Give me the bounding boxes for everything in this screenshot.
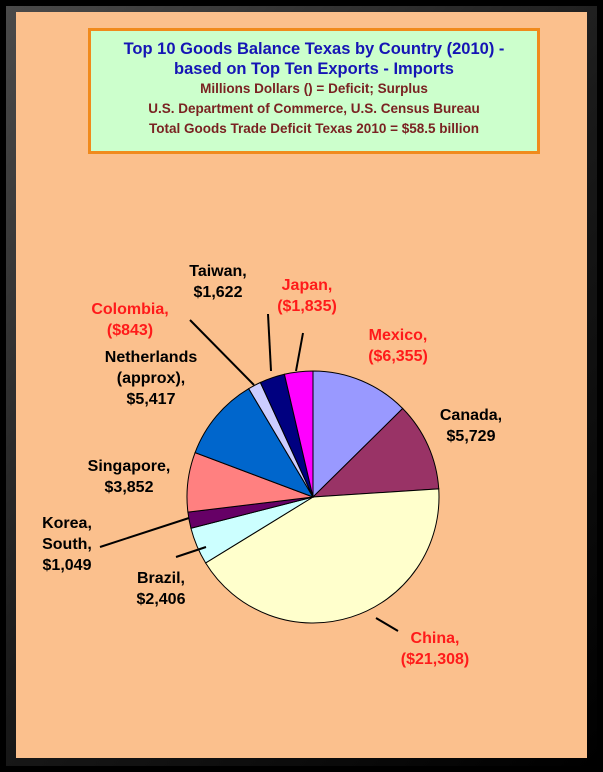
subtitle-source: U.S. Department of Commerce, U.S. Census… xyxy=(148,101,480,116)
pie-slice-japan xyxy=(283,370,314,498)
slice-label-canada: Canada, $5,729 xyxy=(440,407,502,445)
subtitle-total: Total Goods Trade Deficit Texas 2010 = $… xyxy=(149,121,479,136)
slice-label-netherlands: Netherlands (approx), $5,417 xyxy=(105,349,198,408)
leader-line-korea-south xyxy=(99,517,190,548)
leader-line-china xyxy=(375,617,399,632)
pie-slice-china xyxy=(204,488,440,624)
leader-line-colombia xyxy=(189,319,255,386)
chart-title-line-1: Top 10 Goods Balance Texas by Country (2… xyxy=(123,40,505,58)
slice-label-brazil: Brazil, $2,406 xyxy=(137,570,186,608)
subtitle-units: Millions Dollars () = Deficit; Surplus xyxy=(200,81,428,96)
pie-slice-canada xyxy=(311,407,440,498)
title-box: Top 10 Goods Balance Texas by Country (2… xyxy=(88,28,540,154)
leader-line-brazil xyxy=(175,546,207,558)
slice-label-colombia: Colombia, ($843) xyxy=(91,301,168,339)
slice-label-japan: Japan, ($1,835) xyxy=(277,277,337,315)
slice-label-korea-south: Korea, South, $1,049 xyxy=(42,515,92,574)
slice-label-taiwan: Taiwan, $1,622 xyxy=(189,263,247,301)
slice-label-mexico: Mexico, ($6,355) xyxy=(368,327,428,365)
leader-line-taiwan xyxy=(267,313,272,372)
leader-line-japan xyxy=(295,332,304,372)
slice-label-singapore: Singapore, $3,852 xyxy=(88,458,171,496)
slice-label-china: China, ($21,308) xyxy=(401,630,470,668)
pie-slice-netherlands xyxy=(194,387,315,498)
chart-title-line-2: based on Top Ten Exports - Imports xyxy=(174,60,454,78)
pie-slice-mexico xyxy=(312,370,404,499)
